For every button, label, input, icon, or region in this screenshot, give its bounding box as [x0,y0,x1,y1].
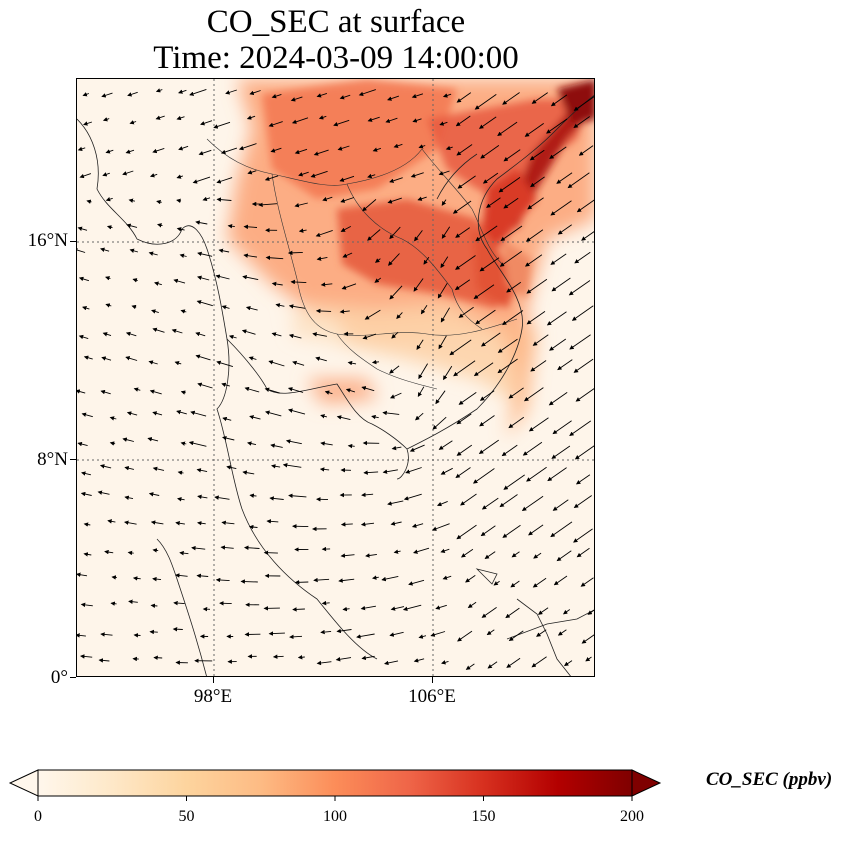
lat-tick-mark [70,241,76,242]
wind-vector-arrow [274,656,284,657]
wind-vector-arrow [349,446,355,447]
colorbar-tick-label: 0 [34,808,42,826]
colorbar-tick-label: 200 [620,808,644,826]
lat-tick-mark [70,677,76,678]
lon-tick-mark [432,677,433,683]
colorbar-min-extend-arrow [10,770,38,796]
wind-vector-arrow [151,605,157,606]
wind-vector-arrow [174,629,183,630]
wind-vector-arrow [323,603,330,604]
map-canvas [77,79,595,677]
wind-vector-arrow [299,657,305,658]
wind-vector-arrow [134,635,140,636]
wind-vector-arrow [241,581,257,582]
colorbar-tick-label: 150 [472,808,496,826]
wind-vector-arrow [317,311,331,312]
lat-tick-label: 0° [51,667,68,689]
wind-vector-arrow [112,577,117,578]
wind-vector-arrow [293,609,305,610]
map-subtitle-time: Time: 2024-03-09 14:00:00 [76,40,596,76]
map-title: CO_SEC at surface [76,4,596,40]
wind-vector-arrow [270,633,285,634]
lon-tick-label: 106°E [408,686,456,708]
lon-tick-mark [213,677,214,683]
colorbar-max-extend-arrow [632,770,660,796]
colorbar-gradient [38,770,632,796]
lon-tick-label: 98°E [194,686,232,708]
colorbar-title: CO_SEC (ppbv) [706,769,832,791]
lat-tick-label: 8°N [37,449,68,471]
wind-vector-arrow [265,553,278,554]
wind-vector-arrow [289,252,303,253]
colorbar-tick-label: 50 [179,808,195,826]
wind-vector-arrow [150,632,158,633]
colorbar-tick-label: 100 [323,808,347,826]
lat-tick-mark [70,459,76,460]
lat-tick-label: 16°N [28,230,68,252]
wind-vector-arrow [154,658,162,659]
map-panel [76,78,595,677]
